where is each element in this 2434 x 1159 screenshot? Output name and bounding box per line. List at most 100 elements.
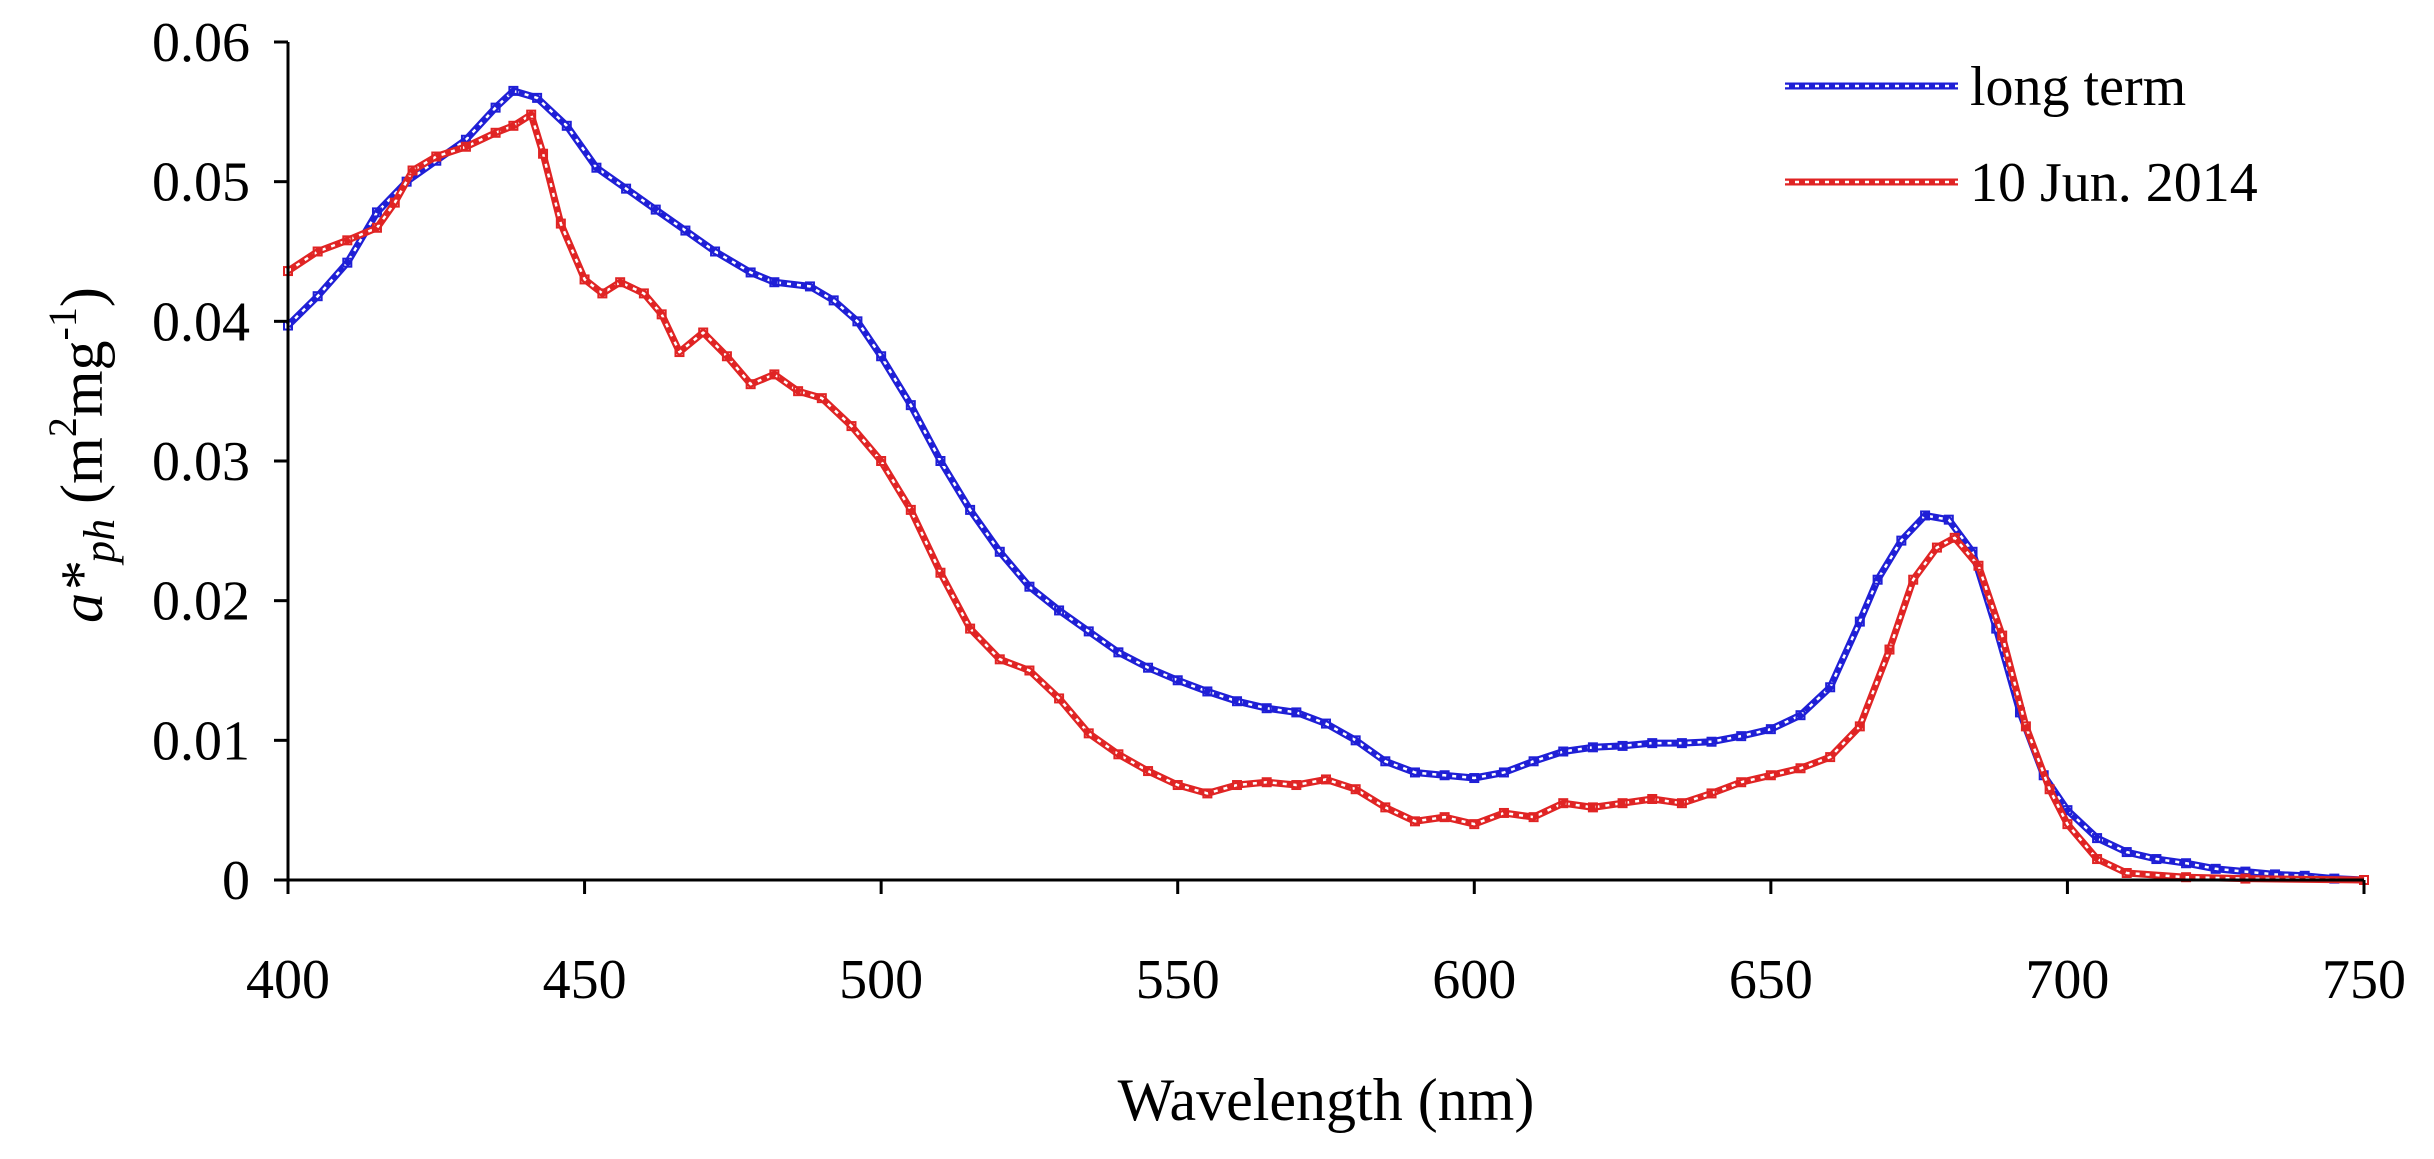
data-point xyxy=(2151,854,2162,865)
data-point xyxy=(1872,574,1883,585)
data-point xyxy=(342,235,353,246)
data-point xyxy=(615,277,626,288)
data-point xyxy=(994,654,1005,665)
data-point xyxy=(1291,780,1302,791)
data-point xyxy=(312,291,323,302)
data-point xyxy=(816,393,827,404)
data-point xyxy=(579,274,590,285)
data-point xyxy=(1024,665,1035,676)
data-point xyxy=(1896,535,1907,546)
data-point xyxy=(876,456,887,466)
y-tick-label: 0.04 xyxy=(152,291,250,353)
data-point xyxy=(1558,746,1569,757)
data-point xyxy=(342,257,353,268)
data-point xyxy=(876,351,887,362)
x-tick-label: 550 xyxy=(1136,949,1220,1011)
data-point xyxy=(1261,777,1272,788)
y-axis-unit-sup2: -1 xyxy=(40,307,85,340)
legend-label: long term xyxy=(1970,56,2186,118)
x-tick-label: 500 xyxy=(839,949,923,1011)
data-point xyxy=(1558,798,1569,809)
data-point xyxy=(1350,784,1361,795)
data-point xyxy=(1202,788,1213,799)
x-tick-label: 600 xyxy=(1432,949,1516,1011)
data-point xyxy=(621,183,632,194)
data-point xyxy=(1587,742,1598,753)
data-point xyxy=(793,386,804,397)
data-point xyxy=(1024,581,1035,592)
data-point xyxy=(905,504,916,515)
data-point xyxy=(1350,735,1361,746)
data-point xyxy=(532,92,543,103)
data-point xyxy=(650,204,661,215)
series-line xyxy=(286,111,2365,884)
data-point xyxy=(1321,718,1331,729)
data-point xyxy=(1291,707,1302,718)
data-point xyxy=(526,109,537,120)
data-point xyxy=(721,351,732,362)
legend: long term 10 Jun. 2014 xyxy=(1785,56,2258,214)
series-layer xyxy=(283,85,2369,885)
data-point xyxy=(1261,703,1272,714)
data-point xyxy=(680,225,691,236)
data-point xyxy=(597,288,608,299)
data-point xyxy=(2092,833,2103,844)
x-tick-label: 450 xyxy=(543,949,627,1011)
data-point xyxy=(2121,847,2132,858)
data-point xyxy=(407,165,418,176)
data-point xyxy=(846,421,857,432)
y-tick-label: 0.05 xyxy=(152,152,250,214)
y-axis-subscript: ph xyxy=(75,519,124,566)
data-point xyxy=(1587,802,1598,813)
data-point xyxy=(1706,736,1717,747)
data-point xyxy=(1232,780,1243,791)
data-point xyxy=(1736,777,1747,788)
x-ticks: 400 450 500 550 600 650 700 750 xyxy=(246,880,2406,1011)
series-marker-stripe xyxy=(287,113,2365,882)
data-point xyxy=(1854,721,1865,732)
data-point xyxy=(389,197,400,208)
data-point xyxy=(1943,514,1954,525)
data-point xyxy=(1232,696,1243,707)
data-point xyxy=(561,120,572,131)
data-point xyxy=(674,347,685,358)
data-point xyxy=(1795,710,1806,721)
data-point xyxy=(1528,812,1539,823)
x-tick-label: 700 xyxy=(2025,949,2109,1011)
data-point xyxy=(745,379,756,390)
x-tick-label: 650 xyxy=(1729,949,1813,1011)
y-ticks: 0 0.01 0.02 0.03 0.04 0.05 0.06 xyxy=(152,12,288,912)
data-point xyxy=(1825,752,1836,763)
series-1 xyxy=(283,109,2369,885)
data-point xyxy=(1884,644,1895,655)
data-point xyxy=(1706,788,1717,799)
data-point xyxy=(1997,630,2008,641)
data-point xyxy=(312,246,323,257)
data-point xyxy=(1736,731,1747,742)
data-point xyxy=(1854,616,1865,627)
data-point xyxy=(804,281,815,292)
data-point xyxy=(710,246,721,257)
data-point xyxy=(2181,858,2192,869)
legend-label: 10 Jun. 2014 xyxy=(1970,152,2258,214)
data-point xyxy=(1528,756,1539,767)
data-point xyxy=(1469,819,1480,830)
y-tick-label: 0.03 xyxy=(152,431,250,493)
data-point xyxy=(1647,793,1658,804)
data-point xyxy=(1054,693,1065,704)
data-point xyxy=(538,148,549,159)
data-point xyxy=(1143,766,1154,777)
data-point xyxy=(2092,854,2103,865)
data-point xyxy=(1083,626,1094,637)
data-point xyxy=(1439,812,1450,823)
data-point xyxy=(965,623,976,634)
data-point xyxy=(656,309,667,320)
y-tick-label: 0.06 xyxy=(152,12,250,74)
data-point xyxy=(1113,647,1124,658)
data-point xyxy=(935,567,946,578)
data-point xyxy=(1469,773,1480,784)
y-axis-symbol: a* xyxy=(49,563,115,623)
data-point xyxy=(1617,740,1628,751)
data-point xyxy=(852,316,863,327)
